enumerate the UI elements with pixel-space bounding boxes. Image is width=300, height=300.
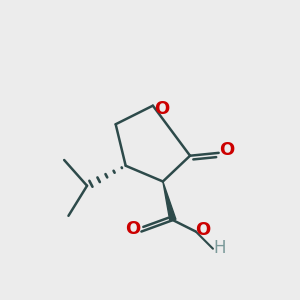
Text: O: O: [220, 141, 235, 159]
Text: O: O: [195, 221, 211, 239]
Text: O: O: [125, 220, 140, 238]
Text: H: H: [213, 239, 226, 257]
Polygon shape: [163, 182, 176, 221]
Text: O: O: [154, 100, 169, 118]
